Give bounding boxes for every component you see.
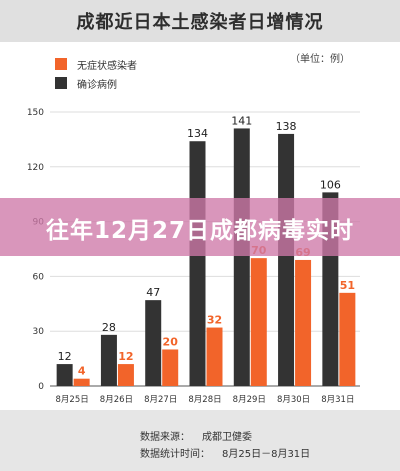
- bar-asymptomatic: [162, 349, 179, 386]
- source-value: 成都卫健委: [202, 432, 252, 443]
- legend-label-asymptomatic: 无症状感染者: [77, 60, 137, 72]
- bar-confirmed: [189, 141, 206, 386]
- bar-asymptomatic: [117, 364, 134, 386]
- bar-confirmed: [56, 364, 73, 386]
- data-label-confirmed: 47: [146, 286, 160, 299]
- y-tick-label: 30: [33, 327, 45, 337]
- header-band: [0, 0, 400, 42]
- banner-text: 往年12月27日成都病毒实时: [45, 218, 354, 244]
- legend-swatch-confirmed: [55, 77, 67, 89]
- bar-confirmed: [278, 133, 295, 386]
- data-label-confirmed: 106: [320, 178, 341, 191]
- data-label-confirmed: 141: [231, 114, 252, 127]
- x-tick-label: 8月26日: [100, 395, 133, 405]
- data-label-confirmed: 28: [102, 321, 116, 334]
- x-tick-label: 8月27日: [144, 395, 177, 405]
- legend-item-confirmed: 确诊病例: [55, 76, 117, 91]
- footer: 数据来源： 成都卫健委 数据统计时间： 8月25日－8月31日: [0, 410, 400, 471]
- bar-asymptomatic: [339, 292, 356, 386]
- x-tick-label: 8月29日: [233, 395, 266, 405]
- data-label-asymptomatic: 20: [163, 335, 179, 348]
- period-value: 8月25日－8月31日: [222, 449, 311, 460]
- period-label: 数据统计时间：: [140, 449, 210, 460]
- data-label-asymptomatic: 51: [340, 279, 355, 292]
- source-label: 数据来源：: [140, 432, 190, 443]
- legend-label-confirmed: 确诊病例: [77, 79, 117, 91]
- y-tick-label: 120: [27, 163, 44, 173]
- x-tick-label: 8月25日: [56, 395, 89, 405]
- bar-confirmed: [100, 334, 117, 386]
- data-label-confirmed: 12: [58, 350, 72, 363]
- data-label-confirmed: 138: [276, 120, 297, 133]
- x-tick-label: 8月30日: [277, 395, 310, 405]
- title-banner: 往年12月27日成都病毒实时: [0, 198, 400, 256]
- bar-confirmed: [233, 128, 250, 386]
- data-label-asymptomatic: 12: [118, 350, 133, 363]
- legend-swatch-asymptomatic: [55, 58, 67, 70]
- data-label-asymptomatic: 4: [78, 365, 86, 378]
- x-tick-label: 8月31日: [321, 395, 354, 405]
- legend-item-asymptomatic: 无症状感染者: [55, 57, 137, 72]
- bar-asymptomatic: [206, 327, 223, 386]
- source-line: 数据来源： 成都卫健委: [140, 428, 252, 443]
- bar-asymptomatic: [73, 378, 90, 386]
- bar-asymptomatic: [295, 259, 312, 386]
- period-line: 数据统计时间： 8月25日－8月31日: [140, 445, 310, 460]
- y-tick-label: 60: [33, 272, 45, 282]
- unit-label: （单位：例）: [290, 54, 350, 65]
- y-tick-label: 150: [27, 108, 44, 118]
- chart-title: 成都近日本土感染者日增情况: [76, 12, 324, 33]
- x-tick-label: 8月28日: [188, 395, 221, 405]
- data-label-confirmed: 134: [187, 127, 208, 140]
- bar-asymptomatic: [250, 258, 267, 386]
- data-label-asymptomatic: 32: [207, 314, 222, 327]
- y-tick-label: 0: [38, 382, 44, 392]
- bar-confirmed: [145, 300, 162, 386]
